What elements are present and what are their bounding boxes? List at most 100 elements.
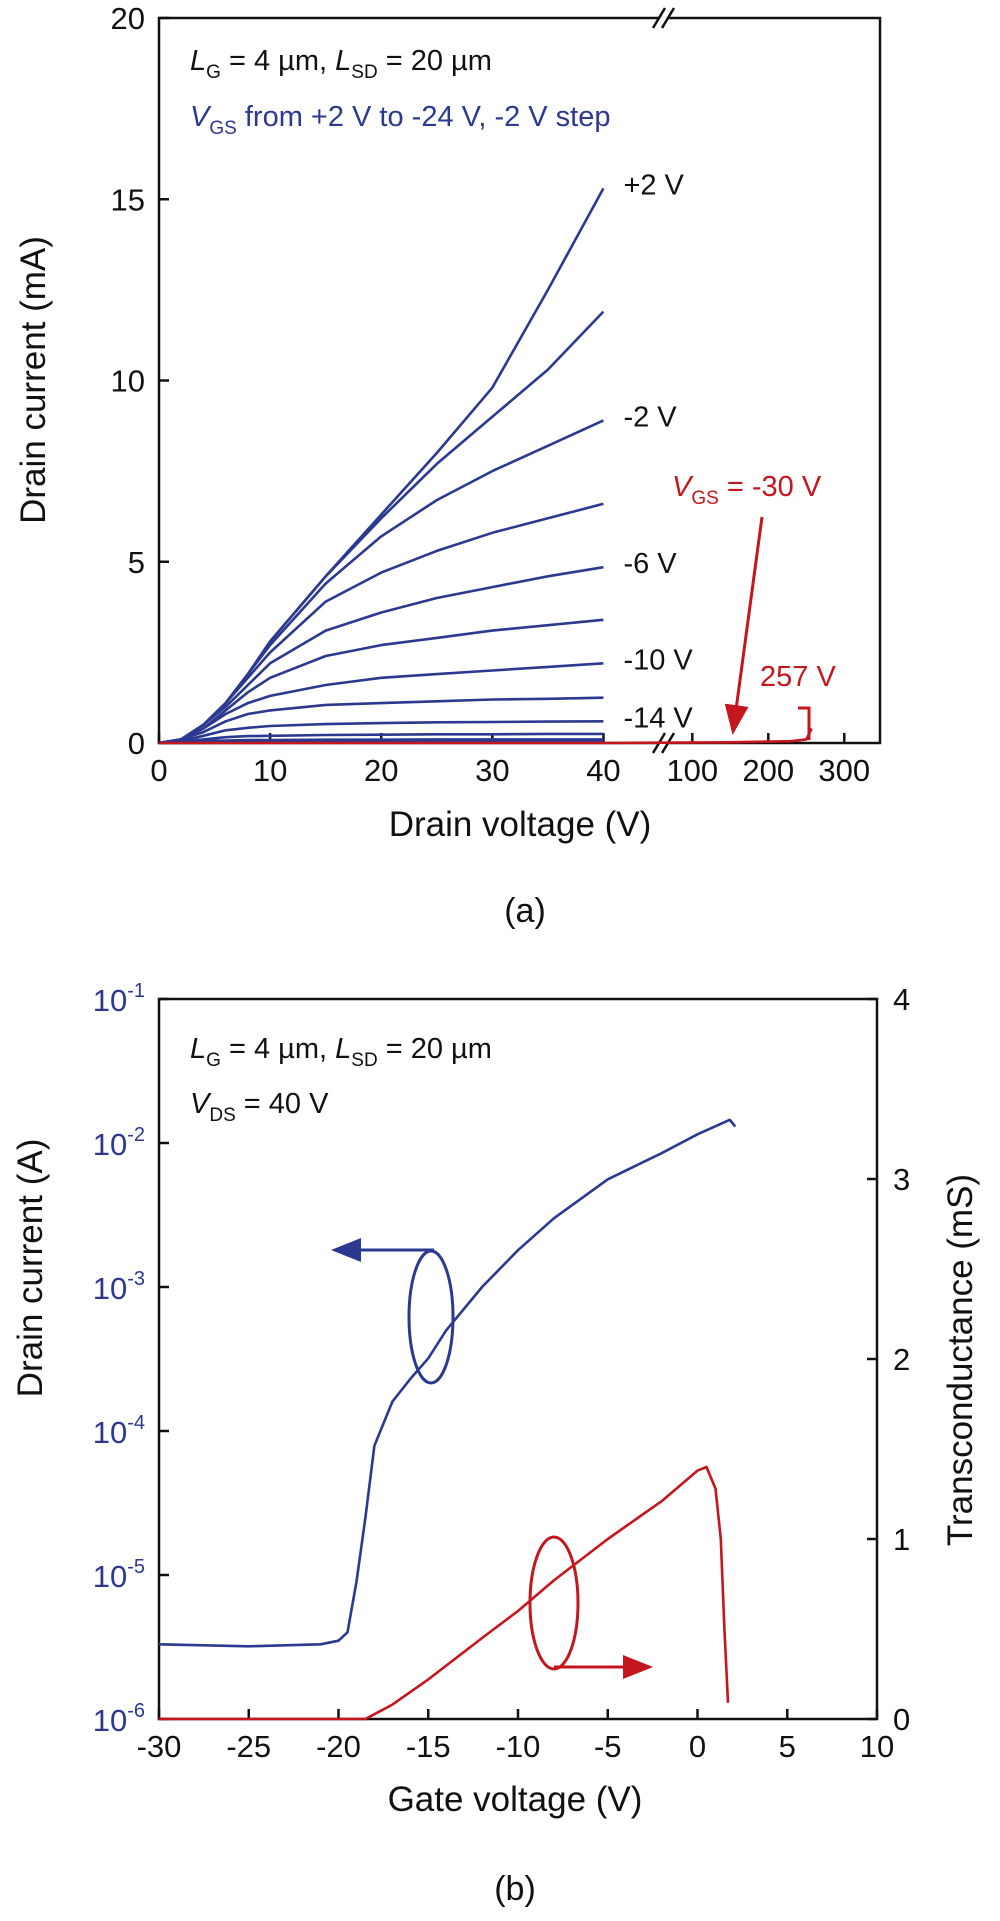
annotation-bracket bbox=[798, 706, 811, 740]
annotation-text: V bbox=[190, 101, 212, 133]
x-tick-label: 30 bbox=[475, 753, 509, 788]
y-tick-label: 10-4 bbox=[93, 1412, 145, 1450]
y-axis-label: Drain current (mA) bbox=[14, 236, 53, 524]
series-indicator bbox=[528, 1535, 580, 1671]
y2-tick-label: 1 bbox=[893, 1522, 910, 1557]
y2-tick-label: 3 bbox=[893, 1162, 910, 1197]
y2-tick-label: 0 bbox=[893, 1702, 910, 1737]
panel-caption: (b) bbox=[494, 1870, 536, 1908]
annotation-text: L bbox=[190, 45, 206, 77]
annotation-subscript: SD bbox=[351, 62, 377, 83]
annotation-text: from +2 V to -24 V, -2 V step bbox=[237, 101, 611, 133]
annotation-arrow bbox=[724, 516, 764, 735]
annotation-text: = 4 µm, bbox=[221, 1033, 335, 1065]
y-tick-base: 10 bbox=[93, 1415, 127, 1450]
annotation-text: L bbox=[335, 1033, 351, 1065]
annotation: LG = 4 µm, LSD = 20 µm bbox=[190, 1033, 492, 1071]
y-tick-label: 0 bbox=[128, 726, 145, 761]
series-label: -10 V bbox=[623, 644, 693, 676]
x-tick-label: 0 bbox=[150, 753, 167, 788]
y-tick-label: 10-2 bbox=[93, 1124, 145, 1162]
x-tick-label: -10 bbox=[496, 1729, 541, 1764]
annotation-text: = 4 µm, bbox=[221, 45, 335, 77]
y-tick-base: 10 bbox=[93, 1703, 127, 1738]
series-line bbox=[158, 565, 604, 745]
series-line bbox=[159, 727, 813, 745]
y-tick-label: 15 bbox=[111, 182, 145, 217]
annotation-subscript: SD bbox=[351, 1050, 377, 1071]
y-tick-exponent: -2 bbox=[127, 1124, 145, 1146]
series-indicator bbox=[407, 1249, 455, 1385]
annotation-text: = 40 V bbox=[236, 1088, 329, 1120]
panel-caption: (a) bbox=[504, 892, 546, 930]
axis-break-mark bbox=[651, 7, 667, 29]
annotation: VDS = 40 V bbox=[190, 1088, 329, 1126]
annotation-subscript: G bbox=[206, 1050, 221, 1071]
annotation: 257 V bbox=[760, 661, 836, 693]
y-tick-label: 10-3 bbox=[93, 1268, 145, 1306]
x-tick-label: 40 bbox=[586, 753, 620, 788]
x-tick-label: 0 bbox=[689, 1729, 706, 1764]
annotation-text: V bbox=[672, 471, 694, 503]
series-line bbox=[158, 187, 605, 745]
y2-axis-label: Transconductance (mS) bbox=[941, 1174, 980, 1546]
series-line bbox=[158, 618, 604, 745]
series-label: -14 V bbox=[623, 702, 693, 734]
series-line bbox=[158, 662, 604, 745]
annotation-text: L bbox=[335, 45, 351, 77]
series-line bbox=[158, 696, 604, 745]
annotation-text: = 20 µm bbox=[378, 1033, 492, 1065]
annotation: VGS from +2 V to -24 V, -2 V step bbox=[190, 101, 611, 139]
x-tick-label: -5 bbox=[594, 1729, 622, 1764]
x-tick-label: 5 bbox=[779, 1729, 796, 1764]
series-line bbox=[158, 720, 604, 745]
y2-tick-label: 2 bbox=[893, 1342, 910, 1377]
x-tick-label: -30 bbox=[137, 1729, 182, 1764]
x-axis-label: Drain voltage (V) bbox=[389, 805, 652, 844]
series-label: +2 V bbox=[623, 169, 684, 201]
x-tick-label: -25 bbox=[226, 1729, 271, 1764]
y-axis-label: Drain current (A) bbox=[11, 1139, 50, 1398]
annotation-subscript: GS bbox=[691, 488, 718, 509]
x-tick-label: 300 bbox=[818, 753, 870, 788]
series-line bbox=[159, 1465, 730, 1721]
x-tick-label: -15 bbox=[406, 1729, 451, 1764]
annotation-subscript: DS bbox=[209, 1105, 235, 1126]
annotation-subscript: GS bbox=[209, 118, 236, 139]
annotation: VGS = -30 V bbox=[672, 471, 822, 509]
annotation-text: 257 V bbox=[760, 661, 836, 693]
y-tick-exponent: -3 bbox=[127, 1268, 145, 1290]
annotation-text: = 20 µm bbox=[378, 45, 492, 77]
y-tick-base: 10 bbox=[93, 983, 127, 1018]
x-tick-label: 20 bbox=[364, 753, 398, 788]
y-tick-label: 20 bbox=[111, 1, 145, 36]
x-tick-label: -20 bbox=[316, 1729, 361, 1764]
y-tick-label: 5 bbox=[128, 545, 145, 580]
x-tick-label: 100 bbox=[666, 753, 718, 788]
annotation-text: = -30 V bbox=[719, 471, 822, 503]
series-line bbox=[158, 419, 604, 745]
y-tick-base: 10 bbox=[93, 1127, 127, 1162]
series-label: -6 V bbox=[623, 548, 677, 580]
annotation-text: L bbox=[190, 1033, 206, 1065]
y-tick-base: 10 bbox=[93, 1271, 127, 1306]
series-label: -2 V bbox=[623, 401, 677, 433]
series-line bbox=[158, 1118, 737, 1648]
x-tick-label: 200 bbox=[742, 753, 794, 788]
annotation-subscript: G bbox=[206, 62, 221, 83]
x-tick-label: 10 bbox=[253, 753, 287, 788]
y-tick-exponent: -4 bbox=[127, 1412, 145, 1434]
y-tick-exponent: -1 bbox=[127, 980, 145, 1002]
x-axis-label: Gate voltage (V) bbox=[388, 1780, 643, 1819]
y-tick-label: 10-1 bbox=[93, 980, 145, 1018]
axis-break-gap bbox=[659, 14, 668, 22]
y-tick-label: 10-6 bbox=[93, 1700, 145, 1738]
y-tick-exponent: -5 bbox=[127, 1556, 145, 1578]
y-tick-label: 10-5 bbox=[93, 1556, 145, 1594]
y-tick-exponent: -6 bbox=[127, 1700, 145, 1722]
annotation: LG = 4 µm, LSD = 20 µm bbox=[190, 45, 492, 83]
y-tick-label: 10 bbox=[111, 364, 145, 399]
y-tick-base: 10 bbox=[93, 1559, 127, 1594]
